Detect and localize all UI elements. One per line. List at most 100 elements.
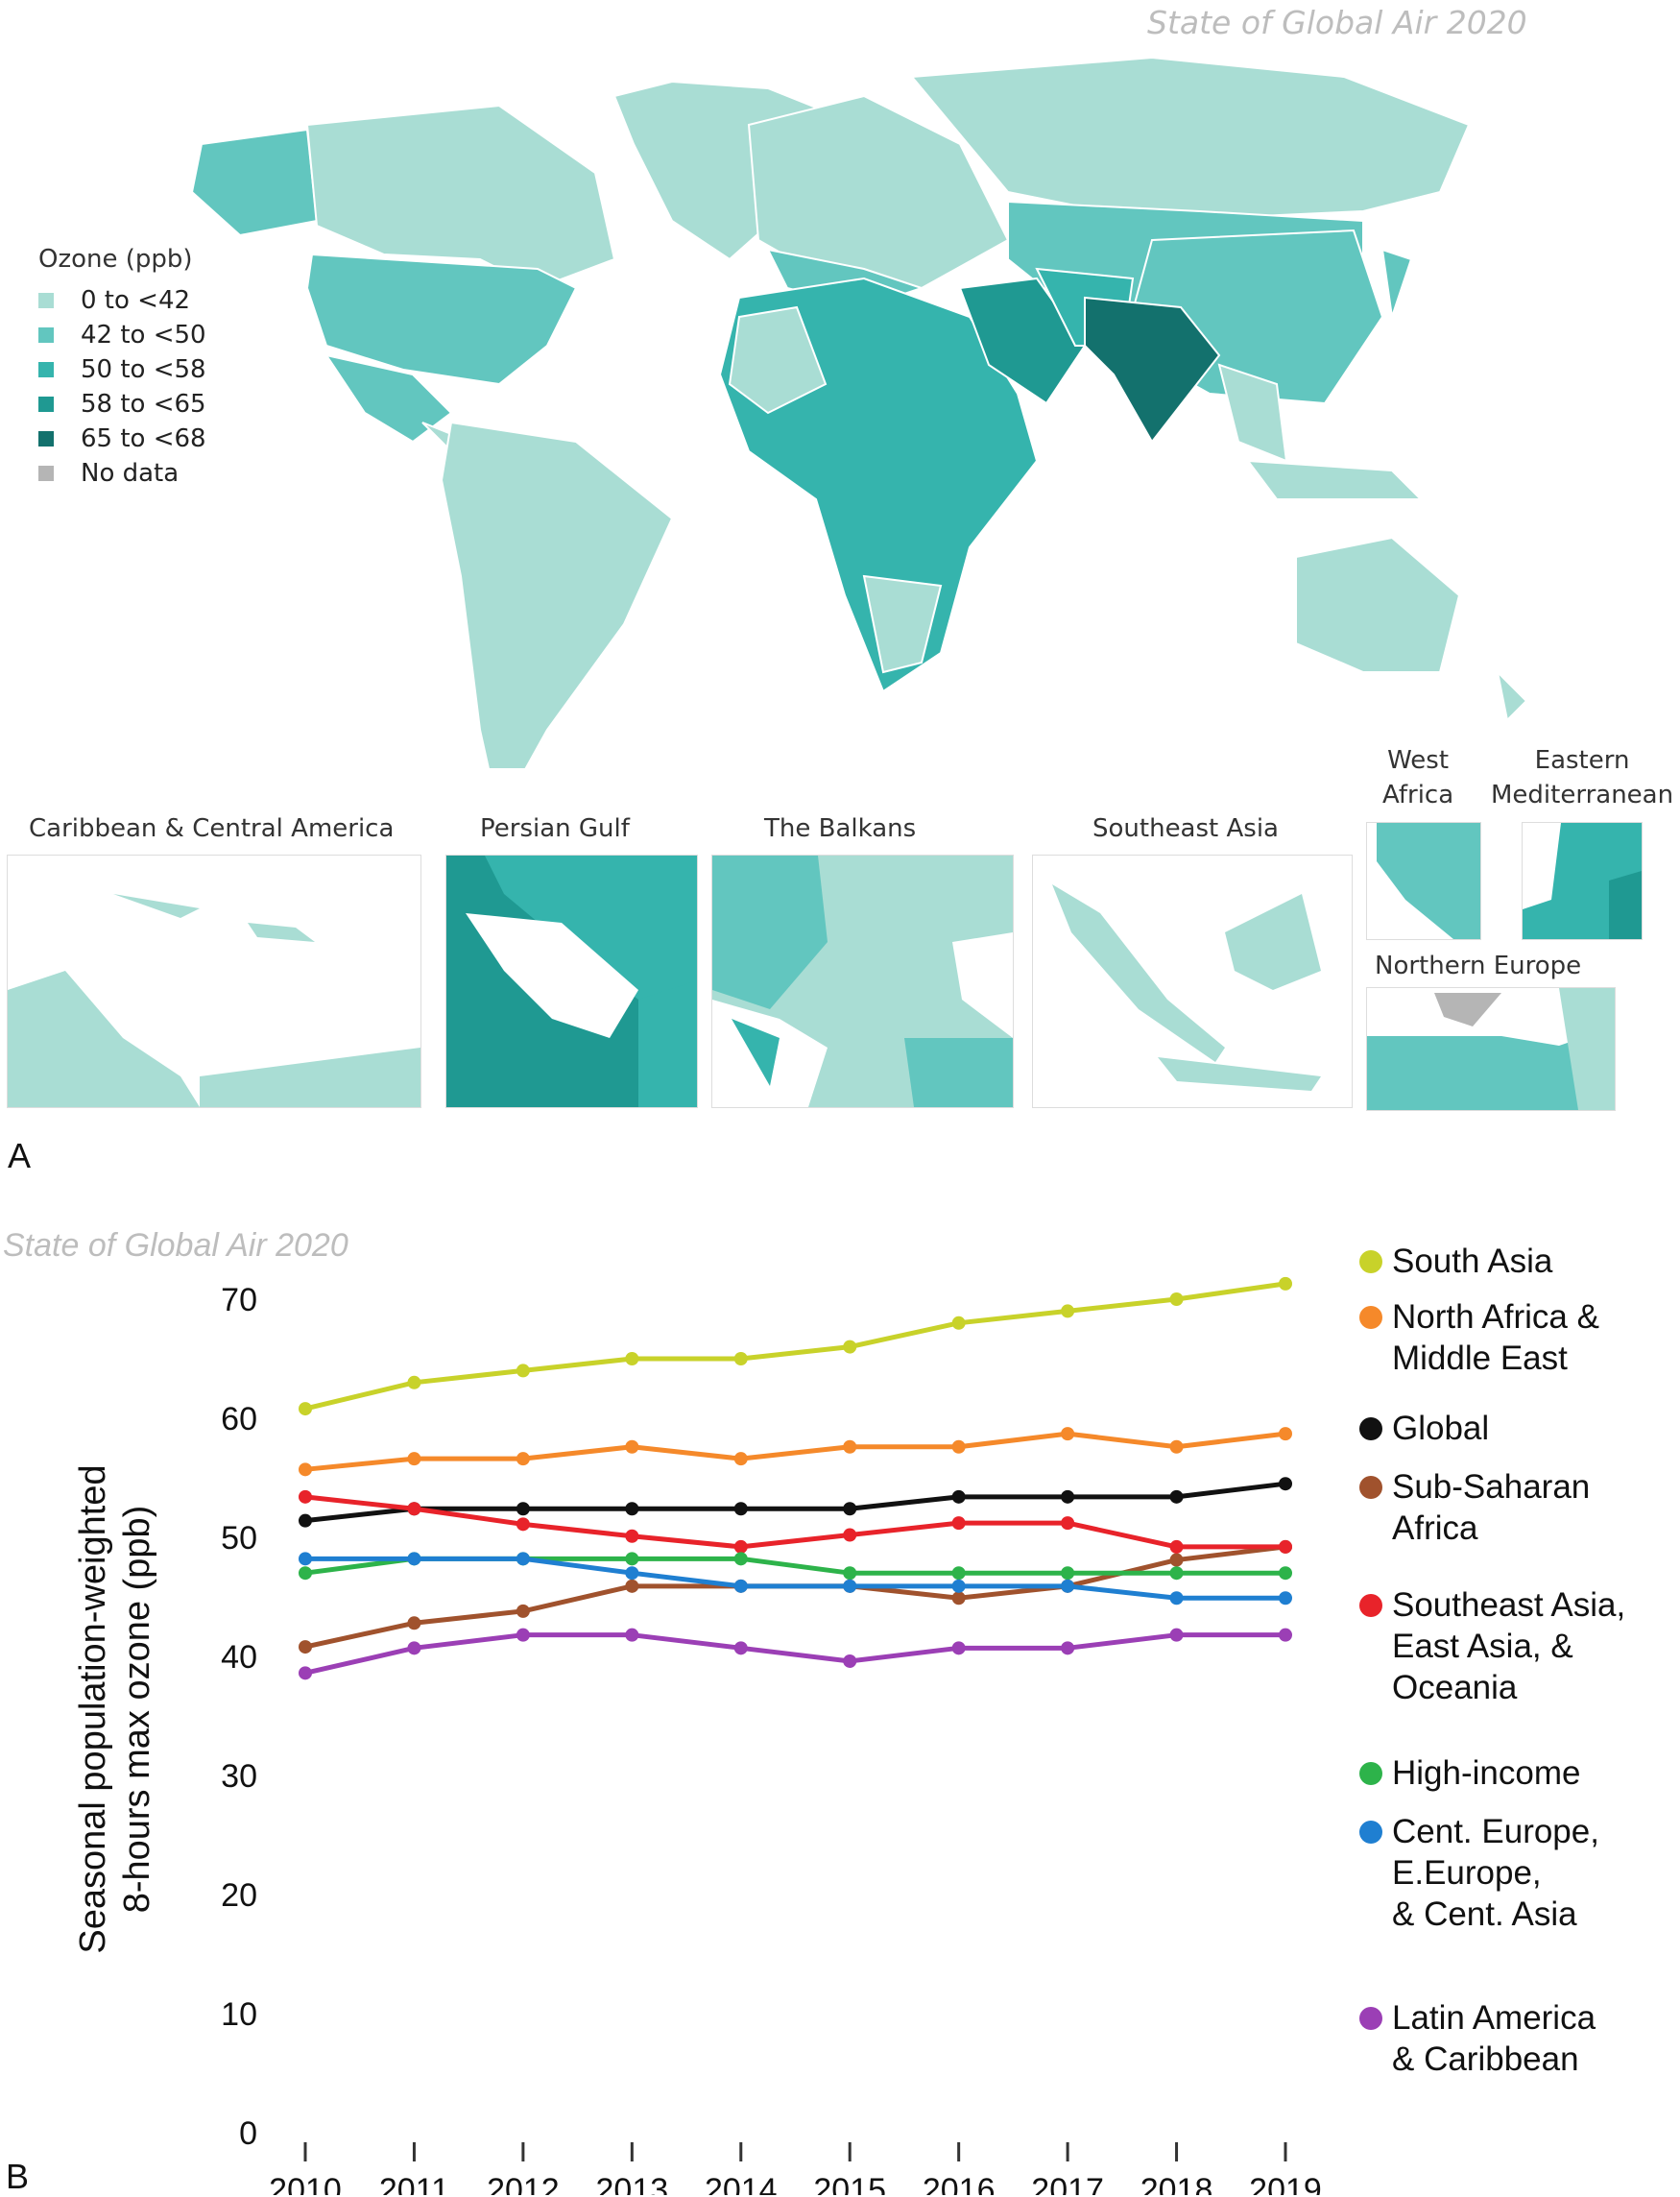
data-point xyxy=(1279,1591,1292,1606)
data-point xyxy=(1061,1516,1075,1531)
y-tick-label: 10 xyxy=(221,1996,257,2033)
legend-swatch xyxy=(38,293,54,308)
series-line-2 xyxy=(304,1481,1286,1524)
data-point xyxy=(1061,1489,1075,1504)
inset-title-northern-europe: Northern Europe xyxy=(1375,952,1582,980)
map-legend-item: 65 to <68 xyxy=(38,422,206,456)
legend-item: Latin America & Caribbean xyxy=(1359,1997,1596,2080)
australia xyxy=(1295,536,1461,673)
inset-title-balkans: The Balkans xyxy=(764,814,917,843)
series-line-0 xyxy=(304,1281,1286,1412)
data-point xyxy=(625,1529,639,1543)
data-point xyxy=(1279,1628,1292,1642)
data-point xyxy=(407,1641,421,1655)
data-point xyxy=(299,1666,312,1680)
data-point xyxy=(733,1641,748,1655)
data-point xyxy=(299,1552,312,1566)
data-point xyxy=(1169,1591,1184,1606)
data-point xyxy=(951,1516,966,1531)
chart-watermark: State of Global Air 2020 xyxy=(3,1227,348,1264)
indonesia xyxy=(1245,459,1424,500)
inset-title-caribbean: Caribbean & Central America xyxy=(29,814,395,843)
legend-item: South Asia xyxy=(1359,1241,1552,1282)
europe xyxy=(747,94,1010,290)
japan xyxy=(1380,248,1413,318)
data-point xyxy=(951,1316,966,1330)
map-legend-item: No data xyxy=(38,456,206,491)
line-chart: 0 10 20 30 40 50 60 70 2010 2011 2012 2013 2014 2015 2… xyxy=(221,1276,1322,2195)
legend-label: Cent. Europe, E.Europe, & Cent. Asia xyxy=(1392,1813,1599,1933)
data-point xyxy=(299,1566,312,1581)
data-point xyxy=(733,1502,748,1516)
legend-marker xyxy=(1359,1594,1382,1617)
series-line-7 xyxy=(304,1632,1285,1676)
russia xyxy=(909,56,1471,223)
legend-label: 58 to <65 xyxy=(81,390,206,419)
data-point xyxy=(407,1375,421,1389)
x-tick-label: 2015 xyxy=(813,2172,886,2195)
data-point xyxy=(951,1489,966,1504)
y-tick-label: 60 xyxy=(221,1401,257,1437)
legend-swatch xyxy=(38,397,54,412)
southern-africa xyxy=(862,574,943,674)
inset-title-southeast-asia: Southeast Asia xyxy=(1092,814,1279,843)
data-point xyxy=(407,1552,421,1566)
legend-swatch xyxy=(38,362,54,377)
data-point xyxy=(951,1566,966,1581)
data-point xyxy=(843,1654,857,1668)
data-point xyxy=(625,1502,639,1516)
arabia xyxy=(958,277,1087,405)
data-point xyxy=(843,1502,857,1516)
data-point xyxy=(951,1591,966,1606)
data-point xyxy=(1279,1566,1292,1581)
data-point xyxy=(1169,1489,1184,1504)
inset-northern-europe xyxy=(1366,987,1616,1111)
series-line-4 xyxy=(304,1494,1285,1550)
legend-item: Global xyxy=(1359,1408,1489,1449)
data-point xyxy=(1279,1477,1292,1491)
data-point xyxy=(951,1439,966,1454)
legend-label: Sub-Saharan Africa xyxy=(1392,1468,1591,1547)
data-point xyxy=(1061,1579,1075,1593)
data-point xyxy=(1279,1276,1292,1291)
inset-southeast-asia xyxy=(1032,855,1353,1108)
data-point xyxy=(625,1352,639,1365)
series-line-6 xyxy=(305,1556,1285,1601)
legend-swatch xyxy=(38,431,54,447)
legend-swatch xyxy=(38,327,54,343)
data-point xyxy=(407,1452,421,1466)
data-point xyxy=(625,1628,639,1642)
data-point xyxy=(1169,1292,1184,1306)
inset-title-persian-gulf: Persian Gulf xyxy=(480,814,630,843)
x-tick-label: 2018 xyxy=(1140,2172,1213,2195)
map-legend-item: 50 to <58 xyxy=(38,352,206,387)
legend-marker xyxy=(1359,1417,1382,1440)
legend-label: High-income xyxy=(1392,1754,1581,1792)
legend-label: 65 to <68 xyxy=(81,424,206,453)
map-legend-title: Ozone (ppb) xyxy=(38,245,193,274)
y-tick-label: 20 xyxy=(221,1877,257,1914)
data-point xyxy=(407,1502,421,1516)
legend-label: Global xyxy=(1392,1410,1490,1447)
x-tick-label: 2016 xyxy=(923,2172,996,2195)
data-point xyxy=(516,1552,530,1566)
data-point xyxy=(1169,1566,1184,1581)
map-legend-item: 0 to <42 xyxy=(38,283,206,318)
y-axis-title: Seasonal population-weighted 8-hours max… xyxy=(73,1464,157,1954)
inset-title-west-africa: West Africa xyxy=(1382,746,1454,809)
legend-marker xyxy=(1359,1762,1382,1785)
data-point xyxy=(733,1539,748,1554)
data-point xyxy=(1061,1304,1075,1318)
data-point xyxy=(1061,1566,1075,1581)
legend-item: Sub-Saharan Africa xyxy=(1359,1466,1590,1549)
legend-marker xyxy=(1359,1476,1382,1499)
data-point xyxy=(1279,1427,1292,1441)
series-line-3 xyxy=(304,1544,1286,1650)
data-point xyxy=(951,1579,966,1593)
data-point xyxy=(951,1641,966,1655)
inset-caribbean xyxy=(7,855,421,1108)
data-point xyxy=(516,1628,530,1642)
legend-marker xyxy=(1359,1306,1382,1329)
world-map xyxy=(190,56,1528,768)
west-africa xyxy=(728,305,828,415)
